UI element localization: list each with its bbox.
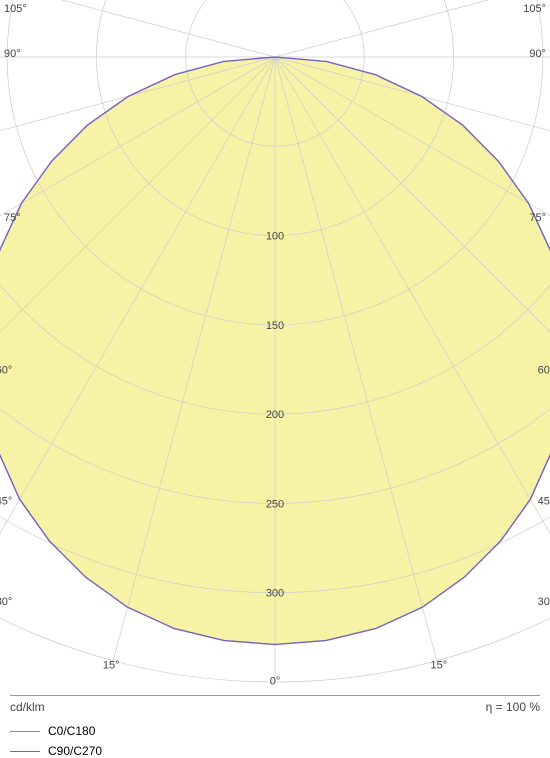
angular-tick-label: 30° xyxy=(538,596,550,608)
angular-tick-label: 75° xyxy=(529,212,546,224)
radial-tick-label: 100 xyxy=(266,231,284,243)
angular-tick-label: 105° xyxy=(4,3,27,15)
radial-tick-label: 200 xyxy=(266,409,284,421)
angular-tick-label: 45° xyxy=(0,496,12,508)
efficiency-label: η = 100 % xyxy=(486,700,540,714)
angular-tick-label: 90° xyxy=(4,48,21,60)
unit-label: cd/klm xyxy=(10,700,45,714)
radial-tick-label: 250 xyxy=(266,498,284,510)
angular-tick-label: 60° xyxy=(0,365,12,377)
legend: C0/C180 C90/C270 xyxy=(10,718,102,758)
legend-item: C0/C180 xyxy=(10,724,102,738)
angular-tick-label: 15° xyxy=(103,659,120,671)
legend-label: C90/C270 xyxy=(48,744,102,758)
angular-tick-label: 90° xyxy=(529,48,546,60)
polar-chart-container: 100 150 200 250 300 105° 90° 75° 60° 45° 30° 15° 0° 1… xyxy=(0,0,550,750)
angular-tick-label: 0° xyxy=(270,675,281,687)
angular-tick-label: 15° xyxy=(431,659,448,671)
angular-tick-label: 60° xyxy=(538,365,550,377)
legend-label: C0/C180 xyxy=(48,724,95,738)
angular-tick-label: 105° xyxy=(523,3,546,15)
angular-tick-label: 30° xyxy=(0,596,12,608)
radial-tick-label: 150 xyxy=(266,320,284,332)
angular-tick-label: 45° xyxy=(538,496,550,508)
angular-gridline xyxy=(0,0,275,57)
legend-swatch xyxy=(10,731,40,732)
legend-item: C90/C270 xyxy=(10,744,102,758)
legend-swatch xyxy=(10,751,40,752)
polar-chart-svg: 100 150 200 250 300 105° 90° 75° 60° 45° 30° 15° 0° 1… xyxy=(0,0,550,750)
angular-gridline xyxy=(275,0,550,57)
angular-tick-label: 75° xyxy=(4,212,21,224)
radial-tick-label: 300 xyxy=(266,588,284,600)
footer-row: cd/klm η = 100 % xyxy=(10,695,540,714)
